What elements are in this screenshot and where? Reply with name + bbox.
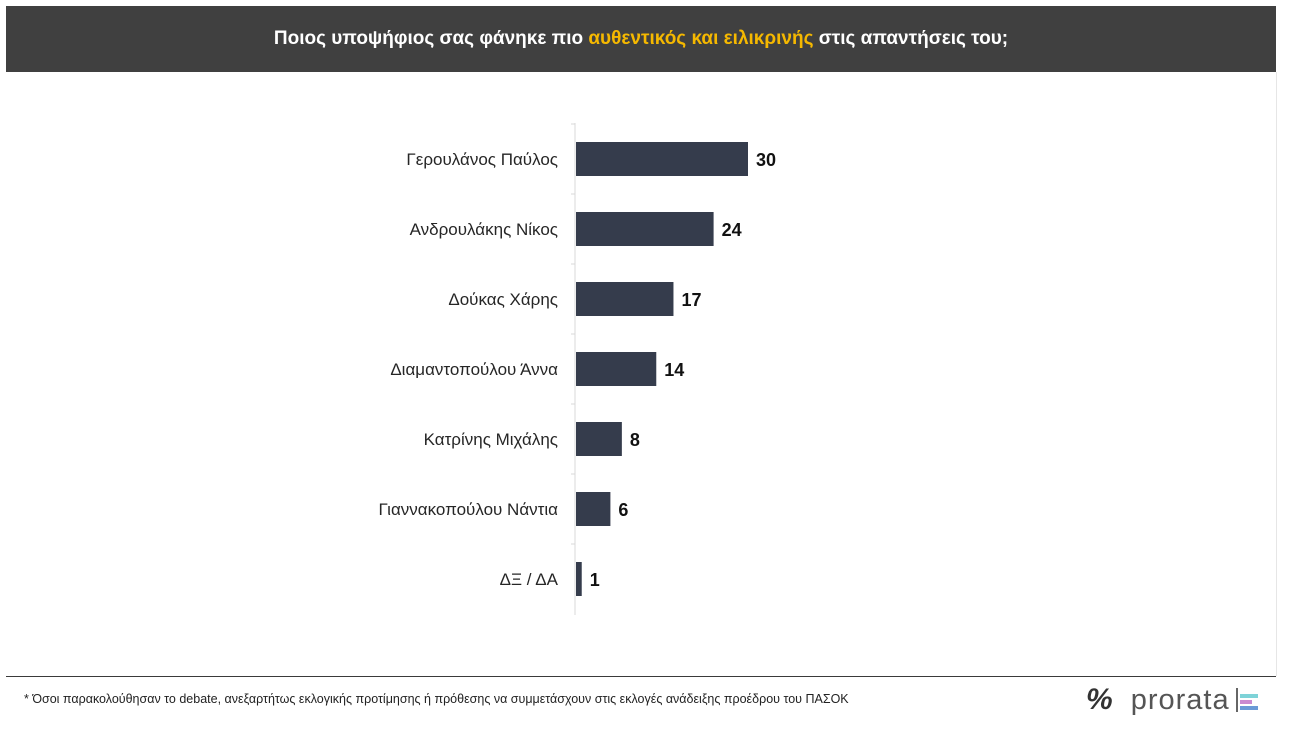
footer-divider	[6, 676, 1276, 677]
footnote: * Όσοι παρακολούθησαν το debate, ανεξαρτ…	[24, 692, 849, 706]
bar	[576, 352, 657, 386]
title-text-start: Ποιος υποψήφιος σας φάνηκε πιο	[273, 28, 589, 49]
bars-layer: Γερουλάνος Παύλος 30 Ανδρουλάκης Νίκος 24 Δο…	[379, 123, 776, 615]
category-label: Γερουλάνος Παύλος	[406, 150, 558, 169]
logo-wordmark: prorata	[1130, 683, 1230, 716]
bar	[576, 422, 622, 456]
category-label: Δούκας Χάρης	[448, 290, 558, 309]
chart-title: Ποιος υποψήφιος σας φάνηκε πιο αυθεντικό…	[274, 28, 1008, 50]
value-label: 1	[590, 570, 600, 590]
value-label: 17	[681, 290, 701, 310]
category-label: Διαμαντοπούλου Άννα	[390, 360, 558, 379]
value-label: 30	[756, 150, 776, 170]
title-highlight: αυθεντικός και ειλικρινής	[588, 28, 814, 49]
value-label: 6	[618, 500, 628, 520]
bar	[576, 142, 748, 176]
bar	[576, 282, 674, 316]
title-text-end: στις απαντήσεις του;	[813, 28, 1009, 49]
value-label: 8	[630, 430, 640, 450]
category-label: Ανδρουλάκης Νίκος	[410, 220, 558, 239]
category-label: ΔΞ / ΔΑ	[500, 570, 559, 589]
bar-chart: Γερουλάνος Παύλος 30 Ανδρουλάκης Νίκος 24 Δο…	[379, 123, 776, 615]
prorata-logo: % prorata	[1086, 680, 1260, 720]
value-label: 14	[664, 360, 684, 380]
value-label: 24	[722, 220, 742, 240]
category-label: Γιαννακοπούλου Νάντια	[379, 500, 559, 519]
slide-right-border	[1276, 72, 1277, 676]
category-label: Κατρίνης Μιχάλης	[424, 430, 558, 449]
logo-bars-icon	[1235, 688, 1260, 712]
bar	[576, 492, 611, 526]
percent-logo-icon: %	[1086, 683, 1113, 716]
title-banner: Ποιος υποψήφιος σας φάνηκε πιο αυθεντικό…	[6, 6, 1276, 72]
bar	[576, 212, 714, 246]
bar	[576, 562, 582, 596]
